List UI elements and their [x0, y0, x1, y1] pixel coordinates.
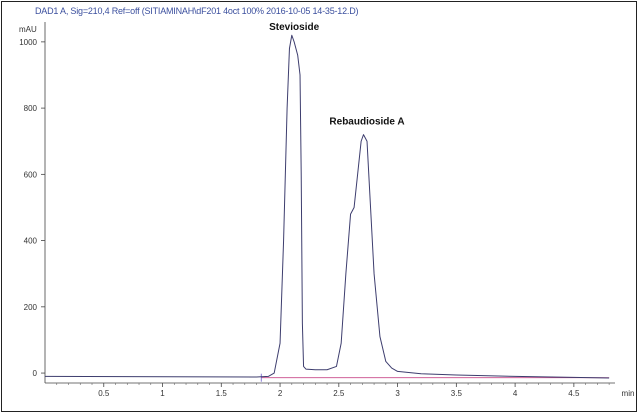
x-axis-label: min — [622, 389, 635, 398]
annotation-layer: Stevioside Rebaudioside A — [269, 22, 404, 127]
x-tick-label: 4.5 — [568, 389, 580, 398]
chart-header: DAD1 A, Sig=210,4 Ref=off (SITIAMINAH\dF… — [35, 6, 359, 16]
x-tick-label: 3 — [395, 389, 400, 398]
y-tick-label: 400 — [24, 237, 38, 246]
peak-label: Rebaudioside A — [329, 116, 404, 127]
x-tick-label: 1 — [160, 389, 165, 398]
x-tick-label: 2.5 — [333, 389, 345, 398]
chromatogram-trace — [44, 34, 610, 379]
x-tick-label: 3.5 — [451, 389, 463, 398]
baseline-layer — [260, 373, 610, 382]
x-tick-label: 1.5 — [216, 389, 228, 398]
y-tick-label: 200 — [24, 303, 38, 312]
y-axis-label: mAU — [19, 25, 37, 34]
y-tick-label: 1000 — [19, 38, 37, 47]
y-tick-label: 800 — [24, 104, 38, 113]
axes: 0 200 400 600 800 1000 mAU 0.5 1 1.5 2 2.5 3 3.5 4 4.5 m… — [19, 22, 634, 398]
y-tick-label: 0 — [33, 369, 38, 378]
x-tick-label: 0.5 — [98, 389, 110, 398]
y-tick-label: 600 — [24, 170, 38, 179]
x-tick-label: 4 — [513, 389, 518, 398]
x-tick-label: 2 — [278, 389, 283, 398]
peak-label: Stevioside — [269, 22, 319, 33]
series-layer — [44, 34, 610, 379]
